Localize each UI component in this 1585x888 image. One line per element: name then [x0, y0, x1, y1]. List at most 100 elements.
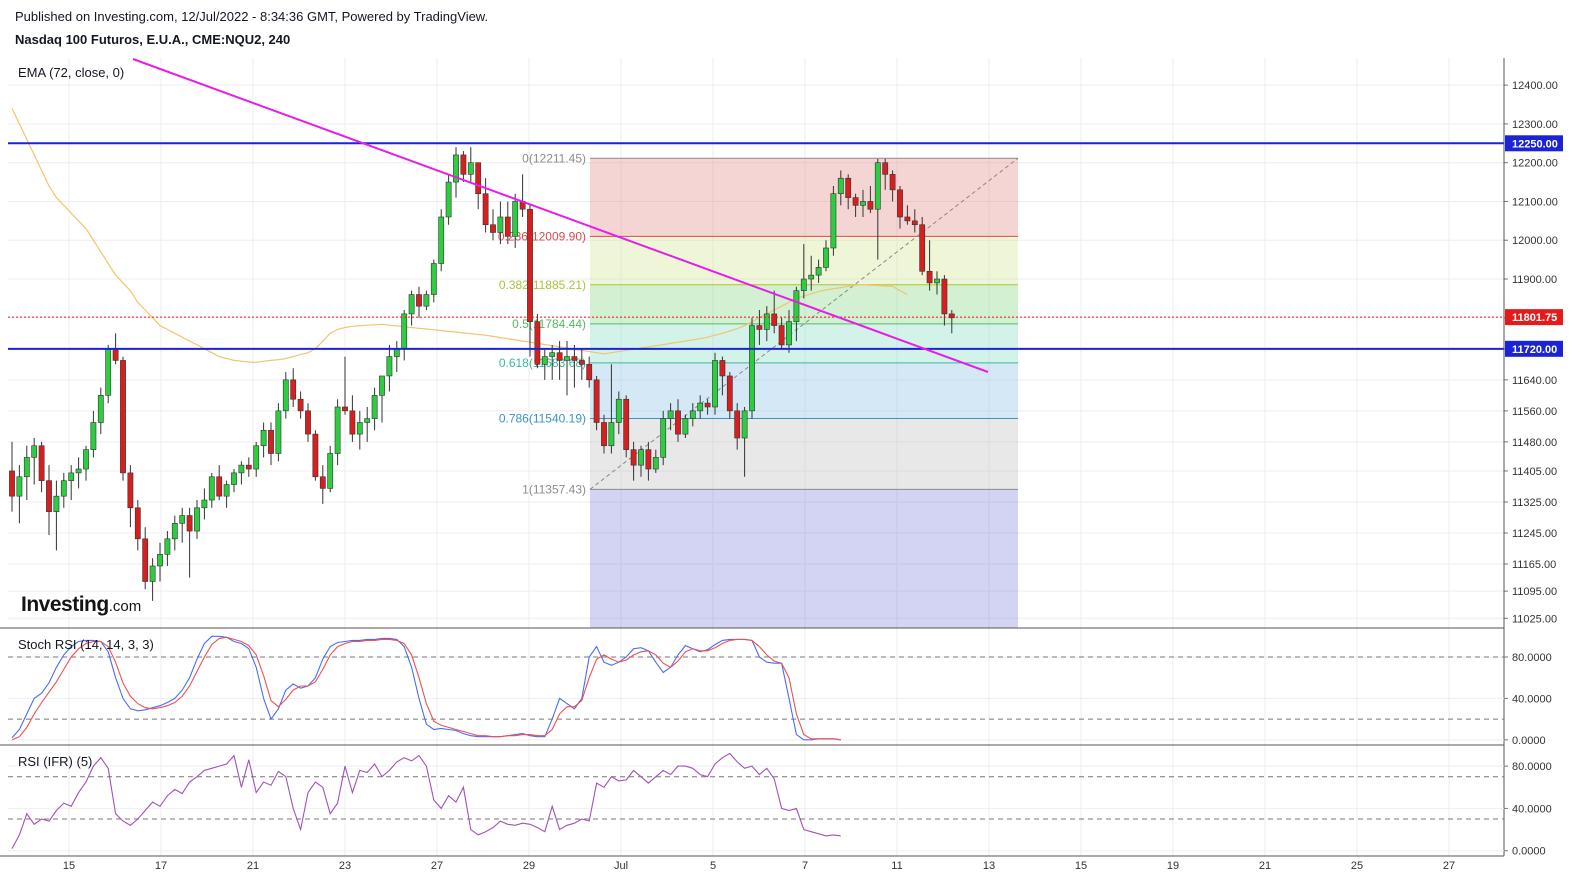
candle-body	[771, 313, 778, 326]
y-tick-label: 12200.00	[1512, 158, 1558, 170]
candle-body	[638, 449, 644, 466]
candle-body	[586, 364, 593, 381]
candle-body	[445, 181, 452, 218]
x-tick-label: 23	[339, 860, 351, 872]
candle	[719, 356, 726, 396]
candle-body	[756, 325, 763, 330]
ema-indicator-title: EMA (72, close, 0)	[18, 65, 125, 80]
candle-body	[815, 267, 822, 276]
x-tick-label: 29	[523, 860, 535, 872]
candle	[771, 290, 778, 334]
candle	[393, 341, 400, 373]
candle	[327, 445, 334, 493]
candle	[904, 205, 911, 225]
rsi-tick-label: 80.0000	[1512, 761, 1552, 773]
candle	[948, 310, 955, 334]
candle	[697, 395, 704, 419]
x-tick-label: 5	[710, 860, 716, 872]
candle-body	[837, 177, 844, 195]
candle-body	[534, 321, 541, 365]
candle-body	[408, 294, 415, 315]
candle-body	[127, 472, 134, 509]
candle-body	[556, 352, 563, 361]
candle	[571, 344, 578, 388]
candle	[179, 507, 186, 543]
candle-body	[401, 313, 408, 350]
candle	[386, 344, 393, 392]
logo-main-text: Investing	[21, 593, 109, 616]
candle-body	[504, 216, 511, 237]
candle-body	[490, 224, 496, 233]
candle-body	[608, 422, 615, 447]
candle-body	[327, 453, 334, 489]
candle-body	[623, 398, 630, 450]
candle	[68, 465, 75, 501]
stoch-rsi-tick-label: 80.0000	[1512, 652, 1552, 664]
current-price-tag	[1505, 309, 1563, 326]
candle	[90, 410, 97, 458]
candle	[837, 170, 844, 206]
candle-body	[549, 352, 556, 357]
candle	[689, 403, 696, 427]
candle	[408, 290, 415, 326]
candle-body	[16, 476, 23, 497]
candle-body	[867, 201, 874, 210]
candle	[860, 189, 866, 217]
rsi-tick-label: 40.0000	[1512, 803, 1552, 815]
candle	[586, 356, 593, 388]
candle-body	[667, 410, 674, 419]
candle	[216, 465, 223, 501]
x-tick-label: 17	[155, 860, 167, 872]
y-tick-label: 11640.00	[1512, 375, 1557, 387]
candle	[741, 406, 748, 477]
candle-body	[852, 197, 859, 206]
candle	[667, 403, 674, 431]
candle-body	[564, 356, 570, 361]
candle-body	[46, 480, 52, 512]
candle-body	[934, 278, 940, 284]
candle-body	[97, 395, 104, 423]
x-tick-label: 7	[802, 860, 808, 872]
candle-body	[527, 208, 533, 322]
candle	[312, 430, 319, 481]
candle	[593, 375, 600, 431]
candle-body	[194, 507, 200, 532]
candle	[682, 414, 689, 438]
candle	[911, 209, 918, 233]
candle-body	[260, 429, 267, 447]
y-tick-label: 11560.00	[1512, 406, 1557, 418]
candle-body	[9, 470, 15, 497]
candle	[830, 185, 837, 256]
candle	[416, 286, 422, 318]
candle-body	[593, 379, 600, 423]
candle	[519, 174, 526, 217]
candle	[342, 356, 348, 415]
candle	[268, 422, 274, 466]
candle	[453, 147, 459, 198]
candle-body	[763, 313, 770, 330]
candle	[704, 399, 711, 415]
candle-body	[660, 418, 667, 458]
candle-body	[105, 348, 112, 396]
candle-body	[253, 445, 260, 470]
candle	[578, 348, 585, 380]
rsi-tick-label: 0.0000	[1512, 846, 1546, 858]
candle	[371, 387, 378, 431]
candle	[749, 317, 755, 419]
candle	[231, 469, 237, 493]
candle-body	[704, 402, 711, 408]
candle	[556, 341, 563, 380]
candle	[934, 271, 940, 295]
fib-zone	[590, 418, 1018, 490]
candle-body	[31, 445, 38, 458]
candle	[379, 375, 385, 423]
fib-level-label: 0.382(11885.21)	[499, 278, 586, 292]
candle-body	[882, 162, 889, 175]
candle-body	[23, 457, 30, 478]
candle-body	[164, 538, 171, 555]
stoch-rsi-title: Stoch RSI (14, 14, 3, 3)	[18, 637, 154, 652]
x-tick-label: 15	[63, 860, 75, 872]
candle-body	[675, 410, 681, 435]
candle-body	[630, 449, 637, 466]
